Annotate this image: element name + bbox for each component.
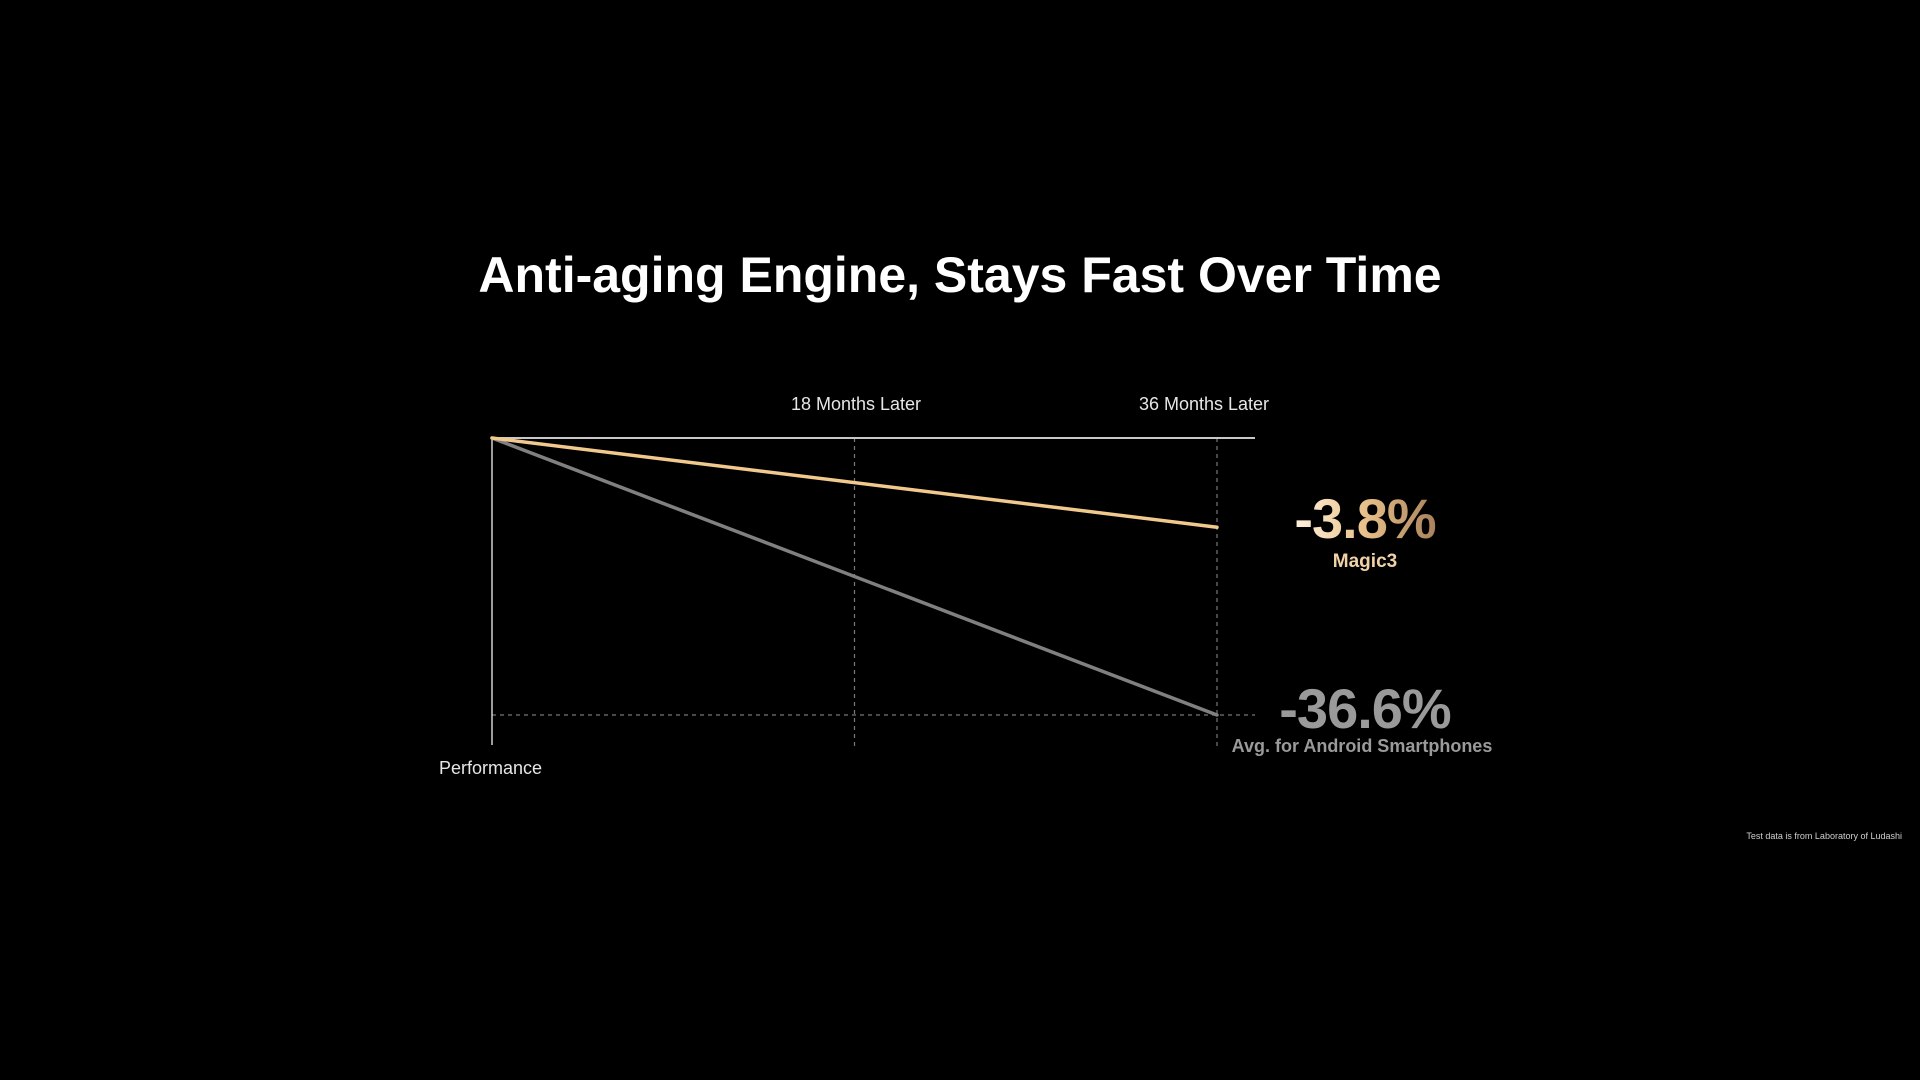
y-axis-label: Performance <box>439 758 543 778</box>
series-line-android <box>490 436 1219 717</box>
x-tick-label-36: 36 Months Later <box>1138 394 1270 414</box>
x-tick-label-18: 18 Months Later <box>790 394 922 414</box>
series-line-magic3 <box>490 436 1219 530</box>
android-value-label: -36.6% <box>1279 677 1451 740</box>
chart-title: Anti-aging Engine, Stays Fast Over Time <box>478 247 1442 303</box>
magic3-value-label: -3.8% <box>1294 487 1436 550</box>
footnote: Test data is from Laboratory of Ludashi <box>1746 831 1902 841</box>
android-series-name: Avg. for Android Smartphones <box>1231 736 1493 756</box>
magic3-series-name: Magic3 <box>1332 551 1398 572</box>
